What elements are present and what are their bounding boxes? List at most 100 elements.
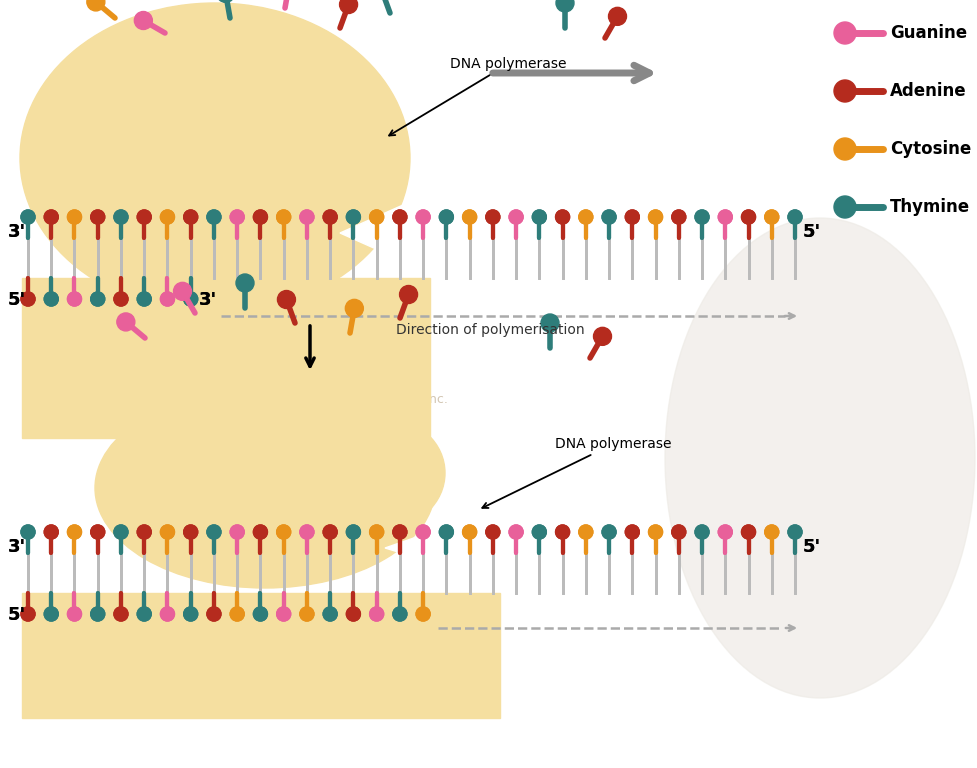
Circle shape: [556, 0, 574, 12]
Circle shape: [207, 607, 221, 621]
Circle shape: [347, 210, 361, 224]
Circle shape: [184, 525, 197, 539]
Circle shape: [160, 525, 175, 539]
Circle shape: [323, 607, 337, 621]
Circle shape: [21, 607, 35, 621]
Circle shape: [137, 607, 151, 621]
Circle shape: [207, 210, 221, 224]
Circle shape: [253, 607, 268, 621]
Circle shape: [91, 525, 105, 539]
Circle shape: [602, 210, 616, 224]
Circle shape: [369, 525, 384, 539]
Circle shape: [114, 525, 128, 539]
Text: Direction of polymerisation: Direction of polymerisation: [396, 323, 584, 337]
Text: 5': 5': [803, 538, 821, 556]
Circle shape: [509, 525, 523, 539]
Circle shape: [556, 210, 570, 224]
Circle shape: [114, 210, 128, 224]
Circle shape: [440, 525, 453, 539]
Circle shape: [231, 607, 244, 621]
Circle shape: [788, 210, 802, 224]
Circle shape: [276, 607, 291, 621]
Circle shape: [462, 210, 477, 224]
Circle shape: [462, 525, 477, 539]
Circle shape: [117, 313, 135, 331]
Circle shape: [369, 607, 384, 621]
Circle shape: [602, 525, 616, 539]
Circle shape: [602, 210, 616, 224]
Circle shape: [300, 210, 314, 224]
Circle shape: [160, 607, 175, 621]
Circle shape: [91, 292, 105, 306]
Circle shape: [231, 525, 244, 539]
Circle shape: [765, 525, 779, 539]
Circle shape: [742, 525, 755, 539]
Circle shape: [625, 210, 639, 224]
Polygon shape: [340, 193, 430, 273]
Circle shape: [323, 210, 337, 224]
Circle shape: [834, 138, 856, 160]
Ellipse shape: [20, 3, 410, 313]
Circle shape: [236, 274, 254, 292]
Circle shape: [253, 210, 268, 224]
Circle shape: [578, 525, 593, 539]
Circle shape: [532, 210, 546, 224]
Circle shape: [44, 210, 59, 224]
Circle shape: [486, 525, 500, 539]
Circle shape: [184, 210, 197, 224]
Circle shape: [369, 210, 384, 224]
Text: 5': 5': [8, 291, 26, 309]
Circle shape: [21, 525, 35, 539]
Circle shape: [91, 607, 105, 621]
Circle shape: [462, 210, 477, 224]
Circle shape: [160, 525, 175, 539]
Circle shape: [300, 210, 314, 224]
Circle shape: [67, 525, 81, 539]
Circle shape: [184, 210, 197, 224]
Text: 5': 5': [8, 606, 26, 624]
Text: DNA polymerase: DNA polymerase: [389, 57, 567, 135]
Circle shape: [44, 607, 59, 621]
Circle shape: [323, 525, 337, 539]
Circle shape: [137, 525, 151, 539]
Text: 5': 5': [8, 606, 26, 624]
Circle shape: [718, 525, 733, 539]
Circle shape: [91, 292, 105, 306]
Circle shape: [788, 210, 802, 224]
Circle shape: [253, 607, 268, 621]
Text: Adenine: Adenine: [890, 82, 966, 100]
Circle shape: [276, 210, 291, 224]
Circle shape: [672, 210, 686, 224]
Circle shape: [67, 292, 81, 306]
Circle shape: [184, 525, 197, 539]
Circle shape: [137, 292, 151, 306]
Circle shape: [509, 210, 523, 224]
Circle shape: [695, 210, 709, 224]
Circle shape: [532, 210, 546, 224]
Circle shape: [207, 525, 221, 539]
Circle shape: [440, 210, 453, 224]
Circle shape: [184, 292, 197, 306]
Circle shape: [556, 210, 570, 224]
Text: 5': 5': [803, 223, 821, 241]
Circle shape: [137, 525, 151, 539]
Circle shape: [742, 210, 755, 224]
Circle shape: [160, 292, 175, 306]
Circle shape: [300, 525, 314, 539]
Circle shape: [300, 525, 314, 539]
Circle shape: [21, 292, 35, 306]
Circle shape: [400, 286, 417, 303]
Circle shape: [578, 525, 593, 539]
Circle shape: [742, 525, 755, 539]
Circle shape: [347, 525, 361, 539]
Circle shape: [160, 210, 175, 224]
Circle shape: [323, 210, 337, 224]
Circle shape: [672, 525, 686, 539]
Circle shape: [486, 210, 500, 224]
Ellipse shape: [265, 68, 395, 188]
Circle shape: [231, 210, 244, 224]
Circle shape: [834, 196, 856, 218]
Circle shape: [369, 525, 384, 539]
Circle shape: [532, 525, 546, 539]
Text: 3': 3': [8, 223, 26, 241]
